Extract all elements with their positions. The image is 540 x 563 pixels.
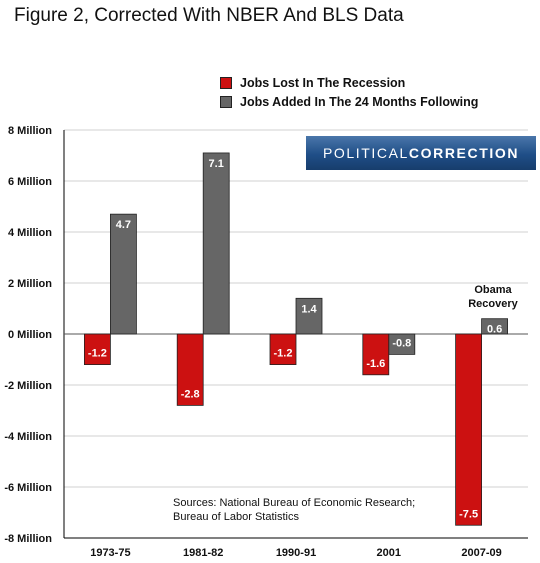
y-tick-label: 6 Million — [8, 176, 52, 188]
x-tick-label: 1981-82 — [183, 547, 223, 559]
data-label: -0.8 — [392, 337, 411, 349]
source-note: Sources: National Bureau of Economic Res… — [173, 496, 415, 524]
legend-swatch-lost — [220, 76, 232, 89]
data-label: -1.6 — [366, 358, 385, 370]
data-label: -2.8 — [181, 388, 200, 400]
source-line-2: Bureau of Labor Statistics — [173, 511, 299, 523]
y-tick-label: 8 Million — [8, 125, 52, 137]
legend-label-added: Jobs Added In The 24 Months Following — [240, 94, 479, 109]
bar-jobs-lost — [455, 333, 483, 526]
x-tick-label: 2001 — [377, 547, 401, 559]
data-label: -1.2 — [274, 348, 293, 360]
bar-jobs-added — [481, 318, 509, 335]
data-label: 4.7 — [116, 219, 131, 231]
annotation-line-1: Obama — [474, 284, 512, 296]
y-tick-label: 2 Million — [8, 278, 52, 290]
legend-label-lost: Jobs Lost In The Recession — [240, 75, 406, 90]
data-label: -1.2 — [88, 348, 107, 360]
bar-jobs-added — [110, 213, 137, 335]
bar-jobs-lost — [362, 333, 390, 376]
bar-jobs-lost — [176, 333, 204, 406]
data-label: 7.1 — [209, 158, 224, 170]
y-tick-label: 0 Million — [8, 329, 52, 341]
legend: Jobs Lost In The Recession Jobs Added In… — [220, 73, 478, 111]
bar-jobs-added — [202, 152, 230, 335]
x-tick-label: 2007-09 — [461, 547, 501, 559]
logo-text-bold: CORRECTION — [408, 145, 520, 161]
bar-jobs-lost — [84, 333, 111, 366]
annotation-line-2: Recovery — [468, 298, 518, 310]
chart-title: Figure 2, Corrected With NBER And BLS Da… — [14, 5, 404, 26]
data-label: 0.6 — [487, 324, 502, 336]
y-tick-label: -2 Million — [4, 380, 52, 392]
bar-jobs-lost — [269, 333, 297, 366]
bar-jobs-added — [295, 297, 323, 335]
legend-swatch-added — [220, 95, 232, 108]
data-label: 1.4 — [301, 303, 317, 315]
data-label: -7.5 — [459, 508, 478, 520]
legend-item-added: Jobs Added In The 24 Months Following — [220, 92, 478, 111]
x-tick-label: 1973-75 — [90, 547, 130, 559]
obama-recovery-annotation: Obama Recovery — [458, 283, 528, 311]
y-tick-label: -8 Million — [4, 533, 52, 545]
y-tick-label: -4 Million — [4, 431, 52, 443]
logo-text-regular: POLITICAL — [322, 145, 409, 161]
political-correction-logo: POLITICAL CORRECTION — [306, 136, 536, 170]
x-tick-label: 1990-91 — [276, 547, 316, 559]
source-line-1: Sources: National Bureau of Economic Res… — [173, 497, 416, 509]
bar-jobs-added — [388, 333, 416, 355]
y-tick-label: -6 Million — [4, 482, 52, 494]
y-tick-label: 4 Million — [8, 227, 52, 239]
legend-item-lost: Jobs Lost In The Recession — [220, 73, 478, 92]
